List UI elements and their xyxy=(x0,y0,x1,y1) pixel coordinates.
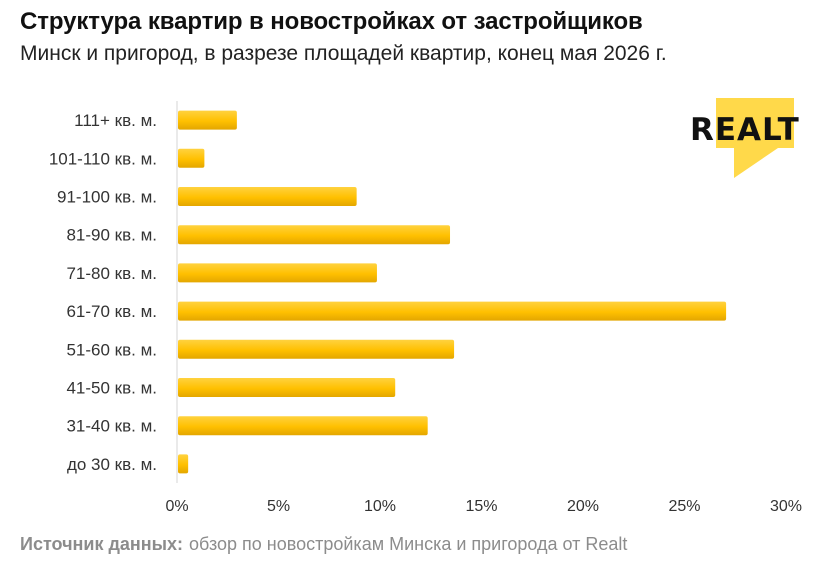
bar xyxy=(178,301,727,321)
chart-subtitle: Минск и пригород, в разрезе площадей ква… xyxy=(20,42,667,65)
source-note: Источник данных: обзор по новостройкам Ми… xyxy=(20,534,627,555)
source-label: Источник данных: xyxy=(20,534,184,554)
bar xyxy=(178,416,428,436)
bar xyxy=(178,339,455,359)
x-tick-label: 10% xyxy=(364,498,396,515)
category-label: 71-80 кв. м. xyxy=(66,264,157,283)
bar xyxy=(178,263,377,283)
x-tick-label: 5% xyxy=(267,498,290,515)
category-label: 81-90 кв. м. xyxy=(66,226,157,245)
x-tick-label: 20% xyxy=(567,498,599,515)
logo-text: REALT xyxy=(690,112,800,148)
category-label: 41-50 кв. м. xyxy=(66,379,157,398)
x-tick-label: 25% xyxy=(668,498,700,515)
source-text: обзор по новостройкам Минска и пригорода… xyxy=(189,534,628,554)
category-label: 61-70 кв. м. xyxy=(66,302,157,321)
x-tick-label: 30% xyxy=(770,498,802,515)
bar xyxy=(178,454,189,474)
realt-logo: REALT xyxy=(690,98,820,182)
category-label: 91-100 кв. м. xyxy=(57,188,157,207)
category-label: до 30 кв. м. xyxy=(67,455,157,474)
x-tick-label: 15% xyxy=(465,498,497,515)
logo-badge-icon xyxy=(716,98,794,178)
bar xyxy=(178,110,237,130)
category-label: 31-40 кв. м. xyxy=(66,417,157,436)
chart-title: Структура квартир в новостройках от заст… xyxy=(20,8,643,35)
bar xyxy=(178,378,396,397)
category-label: 111+ кв. м. xyxy=(74,111,157,130)
category-label: 51-60 кв. м. xyxy=(66,340,157,359)
bar xyxy=(178,148,205,168)
x-tick-label: 0% xyxy=(165,498,188,515)
bar xyxy=(178,225,451,245)
bar xyxy=(178,187,357,206)
category-label: 101-110 кв. м. xyxy=(49,149,157,168)
